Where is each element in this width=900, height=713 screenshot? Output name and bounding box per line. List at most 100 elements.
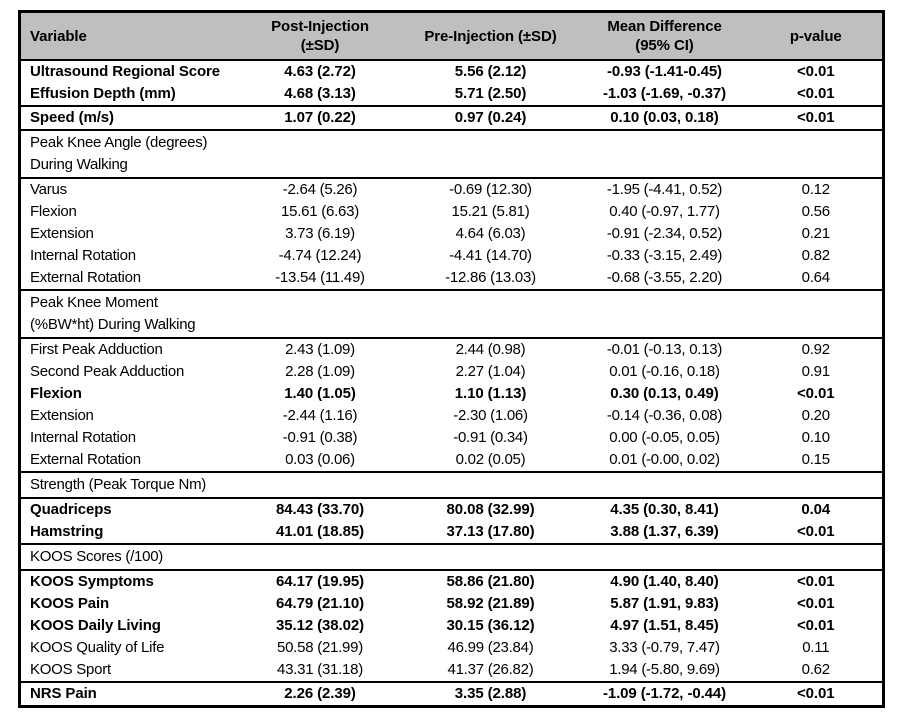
cell-variable: External Rotation <box>30 451 141 468</box>
cell-post: -4.74 (12.24) <box>278 247 362 264</box>
cell-p-value: 0.12 <box>749 177 884 201</box>
column-header-line: Variable <box>30 27 87 45</box>
cell-post: -13.54 (11.49) <box>275 269 365 286</box>
cell-pre: 58.86 (21.80) <box>401 569 580 593</box>
cell-p-value: <0.01 <box>797 617 835 634</box>
cell-post: 3.73 (6.19) <box>285 225 355 242</box>
cell-p-value: <0.01 <box>797 523 835 540</box>
cell-variable: KOOS Pain <box>30 595 110 612</box>
section-header-line: Strength (Peak Torque Nm) <box>30 476 207 493</box>
results-table: Variable Post-Injection (±SD) Pre-Injection… <box>18 10 885 708</box>
table-row: Internal Rotation -0.91 (0.38) -0.91 (0.34… <box>20 427 884 449</box>
cell-pre: 2.44 (0.98) <box>401 337 580 361</box>
cell-pre: 0.97 (0.24) <box>401 105 580 130</box>
section-header-row: Strength (Peak Torque Nm) <box>19 471 884 498</box>
table-row: External Rotation 0.03 (0.06) 0.02 (0.05) 0… <box>20 449 884 472</box>
cell-p-value: 0.04 <box>749 497 884 521</box>
cell-mean-diff: 1.94 (-5.80, 9.69) <box>609 661 720 678</box>
table-row: Second Peak Adduction 2.28 (1.09) 2.27 (1.… <box>20 361 884 383</box>
column-header-line: Pre-Injection (±SD) <box>424 27 557 45</box>
cell-mean-diff: -0.68 (-3.55, 2.20) <box>606 269 723 286</box>
cell-mean-diff: 0.01 (-0.00, 0.02) <box>609 451 720 468</box>
cell-variable: Effusion Depth (mm) <box>30 85 176 102</box>
column-header-p-value: p-value <box>749 11 884 61</box>
table-row: NRS Pain 2.26 (2.39) 3.35 (2.88) -1.09 (-1.… <box>19 681 884 707</box>
cell-variable: Extension <box>30 225 94 242</box>
cell-variable: Internal Rotation <box>30 429 136 446</box>
column-header-line: (±SD) <box>300 37 340 54</box>
section-header-line: Peak Knee Angle (degrees) <box>30 134 208 151</box>
table-row: KOOS Daily Living 35.12 (38.02) 30.15 (36.… <box>20 615 884 637</box>
cell-post: 1.07 (0.22) <box>238 105 402 130</box>
cell-p-value: <0.01 <box>797 595 835 612</box>
table-row: Internal Rotation -4.74 (12.24) -4.41 (14.… <box>20 245 884 267</box>
table-row: Varus -2.64 (5.26) -0.69 (12.30) -1.95 (-4.… <box>19 177 884 201</box>
cell-pre: 5.71 (2.50) <box>454 85 527 102</box>
cell-variable: Internal Rotation <box>30 247 136 264</box>
cell-mean-diff: 3.33 (-0.79, 7.47) <box>609 639 720 656</box>
cell-post: 64.79 (21.10) <box>276 595 364 612</box>
cell-post: 4.68 (3.13) <box>284 85 356 102</box>
cell-pre: 15.21 (5.81) <box>451 203 530 220</box>
cell-post: 2.43 (1.09) <box>238 337 402 361</box>
table-row: KOOS Pain 64.79 (21.10) 58.92 (21.89) 5.87 … <box>20 593 884 615</box>
cell-p-value: 0.82 <box>801 247 830 264</box>
table-row: First Peak Adduction 2.43 (1.09) 2.44 (0.9… <box>19 337 884 361</box>
cell-p-value: 0.92 <box>749 337 884 361</box>
section-header-row: Peak Knee Angle (degrees) During Walking <box>19 129 884 178</box>
cell-mean-diff: 0.40 (-0.97, 1.77) <box>609 203 720 220</box>
section-header-label: Strength (Peak Torque Nm) <box>19 471 884 498</box>
cell-post: 1.40 (1.05) <box>284 385 356 402</box>
cell-pre: -0.91 (0.34) <box>453 429 528 446</box>
table-row: Effusion Depth (mm) 4.68 (3.13) 5.71 (2.50… <box>20 83 884 106</box>
cell-variable: Ultrasound Regional Score <box>30 63 221 80</box>
section-header-line: Peak Knee Moment <box>30 294 158 311</box>
section-header-line: (%BW*ht) During Walking <box>30 316 196 333</box>
cell-p-value: <0.01 <box>749 105 884 130</box>
cell-variable: Extension <box>30 407 94 424</box>
cell-mean-diff: -1.09 (-1.72, -0.44) <box>579 681 750 707</box>
cell-post: 64.17 (19.95) <box>238 569 402 593</box>
cell-variable: KOOS Quality of Life <box>30 639 165 656</box>
cell-post: -2.64 (5.26) <box>238 177 402 201</box>
cell-p-value: 0.21 <box>801 225 830 242</box>
cell-variable: Varus <box>19 177 239 201</box>
column-header-line: (95% CI) <box>635 37 694 54</box>
cell-variable: Speed (m/s) <box>19 105 239 130</box>
cell-post: 2.28 (1.09) <box>285 363 355 380</box>
cell-variable: External Rotation <box>30 269 141 286</box>
table-row: External Rotation -13.54 (11.49) -12.86 (1… <box>20 267 884 290</box>
cell-post: 0.03 (0.06) <box>285 451 355 468</box>
section-header-row: KOOS Scores (/100) <box>19 543 884 570</box>
cell-mean-diff: 0.00 (-0.05, 0.05) <box>609 429 720 446</box>
cell-pre: 3.35 (2.88) <box>401 681 580 707</box>
table-body: Ultrasound Regional Score 4.63 (2.72) 5.56… <box>19 60 884 707</box>
cell-variable: Quadriceps <box>19 497 239 521</box>
cell-p-value: 0.11 <box>802 639 830 656</box>
cell-variable: KOOS Daily Living <box>30 617 161 634</box>
table-row: Extension 3.73 (6.19) 4.64 (6.03) -0.91 (-2… <box>20 223 884 245</box>
cell-post: 2.26 (2.39) <box>238 681 402 707</box>
column-header-line: Post-Injection <box>271 18 369 35</box>
cell-post: 35.12 (38.02) <box>276 617 364 634</box>
header-row: Variable Post-Injection (±SD) Pre-Injection… <box>19 11 884 61</box>
cell-post: 4.63 (2.72) <box>284 63 356 80</box>
table-row: Extension -2.44 (1.16) -2.30 (1.06) -0.14 (… <box>20 405 884 427</box>
cell-mean-diff: -1.03 (-1.69, -0.37) <box>602 85 727 102</box>
column-header-line: Mean Difference <box>607 18 722 35</box>
cell-pre: -2.30 (1.06) <box>453 407 528 424</box>
section-header-line: KOOS Scores (/100) <box>30 548 164 565</box>
cell-pre: -4.41 (14.70) <box>449 247 532 264</box>
table-row: KOOS Symptoms 64.17 (19.95) 58.86 (21.80) 4… <box>19 569 884 593</box>
cell-variable: Flexion <box>30 385 82 402</box>
cell-p-value: 0.20 <box>801 407 830 424</box>
cell-p-value: <0.01 <box>749 569 884 593</box>
cell-pre: 5.56 (2.12) <box>454 63 527 80</box>
section-header-line: During Walking <box>30 156 128 173</box>
cell-mean-diff: -0.91 (-2.34, 0.52) <box>606 225 723 242</box>
cell-variable: Flexion <box>30 203 77 220</box>
cell-variable: Hamstring <box>30 523 104 540</box>
cell-mean-diff: 5.87 (1.91, 9.83) <box>610 595 719 612</box>
cell-p-value: 0.62 <box>801 661 830 678</box>
